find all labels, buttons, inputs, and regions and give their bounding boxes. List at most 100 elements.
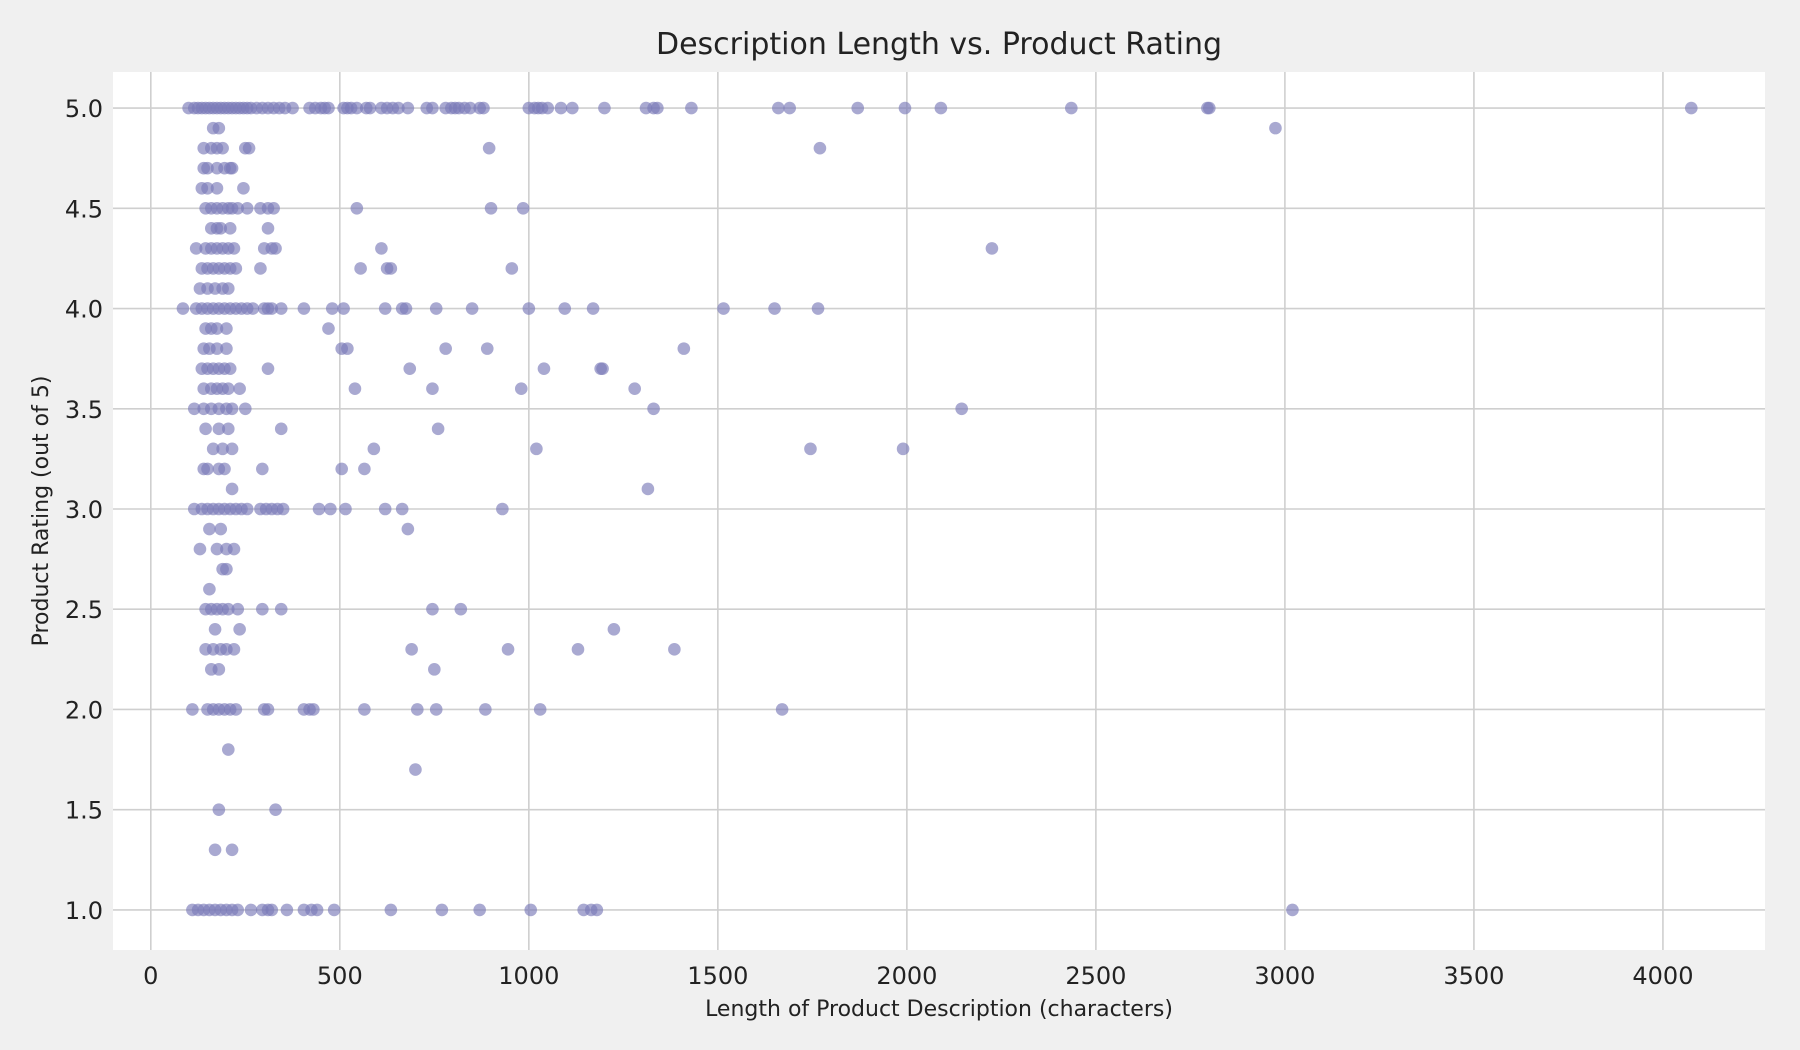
data-point <box>269 242 282 255</box>
data-point <box>358 462 371 476</box>
data-point <box>934 101 948 115</box>
data-point <box>189 242 203 255</box>
data-point <box>641 482 655 496</box>
data-point <box>898 101 912 115</box>
data-point <box>322 101 335 115</box>
data-point <box>261 703 275 716</box>
data-point <box>265 903 279 917</box>
data-point <box>1269 121 1282 135</box>
data-point <box>335 462 349 476</box>
data-point <box>1286 903 1299 917</box>
data-point <box>378 302 392 315</box>
data-point <box>541 101 555 115</box>
data-point <box>367 442 381 456</box>
data-point <box>212 422 226 436</box>
data-point <box>212 121 226 135</box>
data-point <box>772 101 785 115</box>
y-tick-label: 3.0 <box>65 496 103 524</box>
data-point <box>218 462 231 476</box>
data-point <box>783 101 796 115</box>
data-point <box>429 703 443 716</box>
data-point <box>223 222 237 235</box>
data-point <box>231 903 245 917</box>
data-point <box>214 222 228 235</box>
data-point <box>524 903 538 917</box>
data-point <box>212 663 226 676</box>
data-point <box>307 703 320 716</box>
data-point <box>239 402 252 416</box>
data-point <box>220 342 233 355</box>
data-point <box>804 442 817 456</box>
data-point <box>399 302 413 315</box>
data-point <box>233 622 246 636</box>
data-point <box>401 101 415 115</box>
data-point <box>405 643 418 656</box>
data-point <box>286 101 299 115</box>
y-tick-label: 3.5 <box>65 396 103 424</box>
data-point <box>221 282 235 295</box>
data-point <box>811 302 825 315</box>
data-point <box>310 903 324 917</box>
data-point <box>533 703 547 716</box>
data-points <box>176 101 1698 917</box>
data-point <box>256 602 269 616</box>
data-point <box>775 703 789 716</box>
data-point <box>220 562 233 576</box>
data-point <box>439 342 452 355</box>
data-point <box>571 643 585 656</box>
x-tick-label: 500 <box>317 962 363 990</box>
data-point <box>717 302 730 315</box>
data-point <box>201 161 214 175</box>
data-point <box>384 262 398 275</box>
data-point <box>210 542 224 556</box>
x-tick-label: 1500 <box>687 962 748 990</box>
data-point <box>223 362 237 375</box>
data-point <box>214 522 228 536</box>
data-point <box>668 643 681 656</box>
y-tick-label: 4.5 <box>65 195 103 223</box>
data-point <box>227 242 241 255</box>
data-point <box>324 502 337 516</box>
data-point <box>354 262 367 275</box>
data-point <box>426 602 439 616</box>
data-point <box>208 622 222 636</box>
data-point <box>501 643 515 656</box>
x-tick-label: 3500 <box>1443 962 1504 990</box>
data-point <box>426 382 439 396</box>
x-tick-label: 3000 <box>1254 962 1315 990</box>
data-point <box>454 602 468 616</box>
y-tick-label: 5.0 <box>65 95 103 123</box>
data-point <box>479 703 492 716</box>
data-point <box>312 502 326 516</box>
data-point <box>496 502 509 516</box>
data-point <box>261 222 275 235</box>
data-point <box>429 302 443 315</box>
x-tick-label: 2000 <box>876 962 937 990</box>
data-point <box>325 302 339 315</box>
data-point <box>297 302 311 315</box>
data-point <box>276 502 290 516</box>
data-point <box>341 342 354 355</box>
data-point <box>401 522 415 536</box>
data-point <box>225 482 239 496</box>
data-point <box>227 542 241 556</box>
data-point <box>1684 101 1698 115</box>
data-point <box>225 843 239 857</box>
data-point <box>280 903 294 917</box>
data-point <box>586 302 600 315</box>
data-point <box>199 422 212 436</box>
data-point <box>685 101 698 115</box>
x-tick-label: 0 <box>143 962 158 990</box>
data-point <box>558 302 572 315</box>
data-point <box>465 302 479 315</box>
data-point <box>256 462 269 476</box>
data-point <box>607 622 621 636</box>
data-point <box>339 502 352 516</box>
data-point <box>176 302 190 315</box>
data-point <box>514 382 528 396</box>
data-point <box>477 101 490 115</box>
data-point <box>187 402 201 416</box>
data-point <box>350 101 364 115</box>
